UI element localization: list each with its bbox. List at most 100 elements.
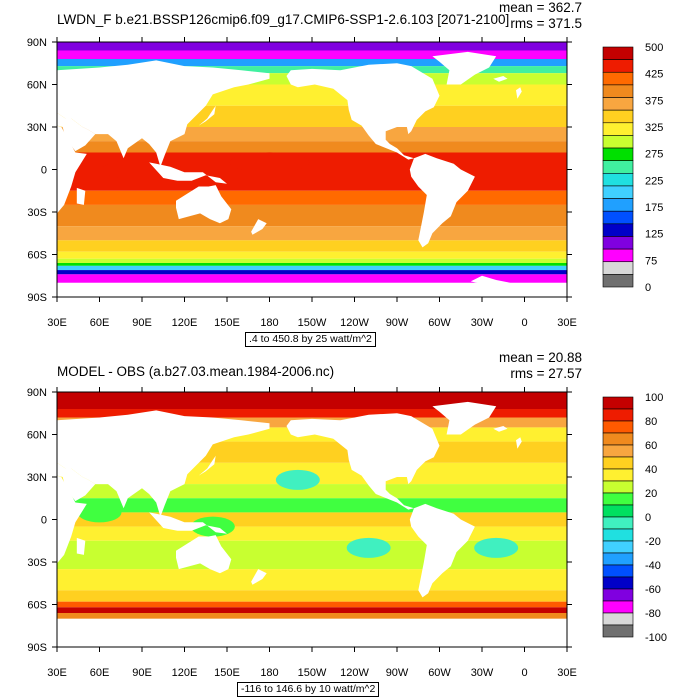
land-mass	[149, 162, 227, 184]
colorbar-swatch	[602, 122, 634, 136]
x-tick-label: 30W	[471, 317, 494, 329]
colorbar-swatch	[602, 261, 634, 275]
field-band	[57, 240, 567, 252]
field-band	[57, 392, 567, 409]
colorbar-swatch	[602, 248, 634, 263]
colorbar-label: 425	[645, 69, 663, 81]
colorbar-label: -40	[645, 560, 661, 572]
colorbar-swatch	[602, 147, 634, 161]
mean-label: mean = 20.88	[499, 350, 582, 365]
colorbar-label: 175	[645, 202, 663, 214]
y-tick-label: 60S	[27, 250, 47, 262]
y-tick-label: 30N	[27, 122, 47, 134]
x-tick-label: 120W	[340, 317, 369, 329]
colorbar-swatch	[602, 84, 634, 98]
y-tick-label: 60S	[27, 600, 47, 612]
colorbar-swatch	[602, 274, 634, 288]
colorbar-swatch	[602, 588, 634, 602]
mean-label: mean = 362.7	[499, 0, 582, 15]
field-band	[57, 590, 567, 602]
x-tick-label: 0	[521, 667, 527, 679]
colorbar-swatch	[602, 198, 634, 212]
field-band	[57, 263, 567, 266]
colorbar-label: 0	[645, 512, 651, 524]
field-band	[57, 270, 567, 275]
land-mass	[57, 410, 270, 517]
y-tick-label: 0	[41, 515, 47, 527]
x-tick-label: 30E	[557, 317, 577, 329]
land-mass	[251, 569, 267, 585]
colorbar-swatch	[602, 109, 634, 124]
y-tick-label: 90N	[27, 387, 47, 399]
colorbar-label: -20	[645, 536, 661, 548]
colorbar-swatch	[602, 71, 634, 86]
x-tick-label: 60E	[90, 317, 110, 329]
colorbar-swatch	[602, 210, 634, 225]
contour-info-box: -116 to 146.6 by 10 watt/m^2	[237, 682, 380, 697]
land-mass	[493, 76, 508, 82]
x-tick-label: 60E	[90, 667, 110, 679]
y-tick-label: 90N	[27, 37, 47, 49]
colorbar-swatch	[602, 173, 634, 187]
colorbar-swatch	[602, 576, 634, 590]
colorbar-swatch	[602, 564, 634, 578]
colorbar-swatch	[602, 185, 634, 199]
land-mass	[198, 105, 216, 126]
x-tick-label: 90W	[386, 667, 409, 679]
x-tick-label: 60W	[428, 667, 451, 679]
x-tick-label: 60W	[428, 317, 451, 329]
colorbar-label: 125	[645, 229, 663, 241]
land-mass	[409, 153, 475, 248]
x-tick-label: 120W	[340, 667, 369, 679]
colorbar-swatch	[602, 552, 634, 566]
panel-bottom: 30E 60E 90E 120E 150E 180 150W 120W 90W 60W 30W 0 30…	[0, 350, 700, 700]
land-mass	[516, 87, 522, 99]
field-band	[57, 498, 567, 513]
y-tick-label: 30S	[27, 557, 47, 569]
colorbar-label: 275	[645, 149, 663, 161]
land-mass	[57, 60, 270, 167]
land-mass	[409, 503, 475, 598]
colorbar-swatch	[602, 612, 634, 626]
land-mass	[251, 219, 267, 235]
colorbar-label: 0	[645, 282, 651, 294]
map-svg-top: 30E 60E 90E 120E 150E 180 150W 120W 90W 60W 30W 0 30…	[27, 37, 663, 329]
field-band	[57, 42, 567, 51]
field-blob	[474, 537, 519, 558]
colorbar-label: 225	[645, 175, 663, 187]
colorbar-swatch	[602, 223, 634, 237]
field-band	[57, 274, 567, 283]
x-tick-label: 150E	[214, 317, 240, 329]
x-tick-label: 30W	[471, 667, 494, 679]
land-mass	[432, 51, 497, 85]
colorbar-label: 100	[645, 392, 663, 404]
x-tick-label: 150W	[298, 317, 327, 329]
land-mass	[57, 475, 87, 564]
field-band	[57, 512, 567, 527]
colorbar-label: 20	[645, 488, 657, 500]
colorbar-swatch	[602, 160, 634, 174]
field-band	[57, 601, 567, 608]
contour-info-box: .4 to 450.8 by 25 watt/m^2	[245, 332, 376, 347]
land-mass	[286, 63, 440, 160]
field-band	[57, 613, 567, 619]
map-svg-bottom: 30E 60E 90E 120E 150E 180 150W 120W 90W 60W 30W 0 30…	[27, 387, 667, 679]
land-mass	[176, 185, 232, 224]
land-mass	[198, 455, 216, 476]
y-tick-label: 30S	[27, 207, 47, 219]
colorbar-swatch	[602, 396, 634, 410]
field-band	[57, 141, 567, 153]
field-band	[57, 607, 567, 613]
panel-title: MODEL - OBS (a.b27.03.mean.1984-2006.nc)	[57, 364, 335, 379]
colorbar-swatch	[602, 468, 634, 482]
colorbar-swatch	[602, 236, 634, 250]
colorbar-label: 40	[645, 464, 657, 476]
x-tick-label: 30E	[47, 667, 67, 679]
antarctica	[57, 282, 567, 297]
colorbar-swatch	[602, 444, 634, 458]
field-band	[57, 226, 567, 241]
colorbar-swatch	[602, 408, 634, 422]
land-mass	[176, 535, 232, 574]
colorbar-swatch	[602, 624, 634, 638]
field-blob	[346, 537, 391, 558]
